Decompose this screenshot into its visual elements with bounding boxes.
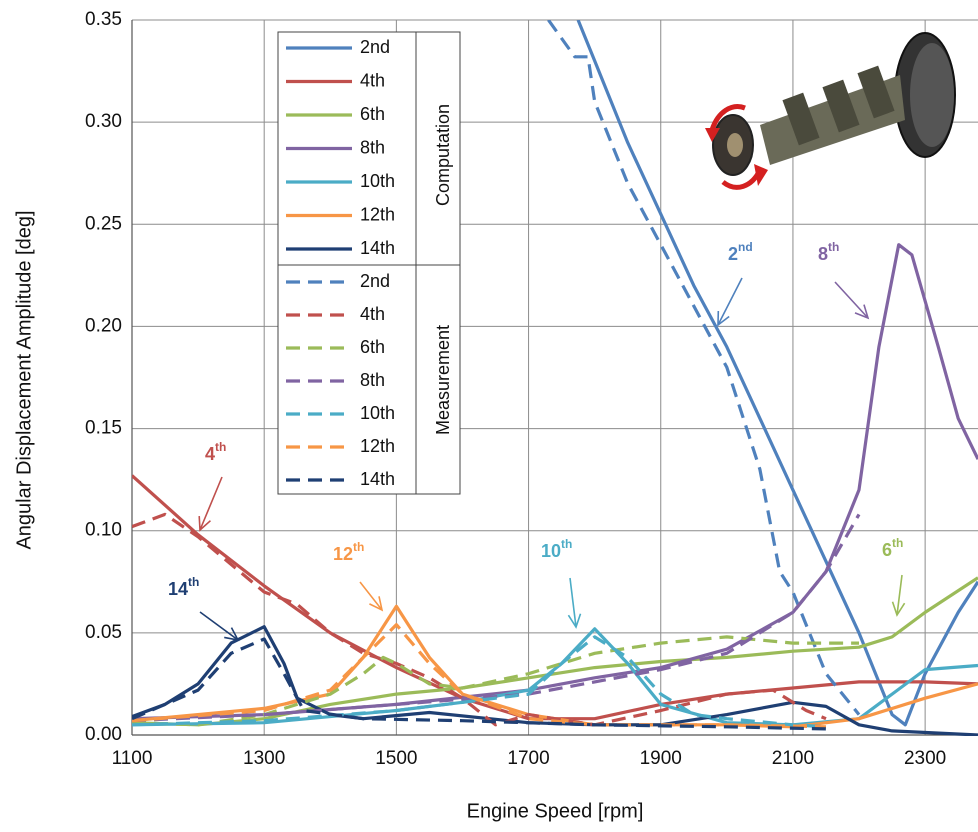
annotation-arrow [199,476,223,531]
series-line [132,635,859,727]
legend-group-label: Measurement [433,325,453,435]
annotation: 10th [541,537,572,561]
annotation: 6th [882,536,903,560]
legend-label: 14th [360,238,395,258]
annotation-arrowhead [198,515,211,532]
legend-label: 12th [360,204,395,224]
annotation-text: 12 [333,544,353,564]
legend-label: 10th [360,403,395,423]
y-axis-label: Angular Displacement Amplitude [deg] [13,210,35,549]
legend-label: 6th [360,104,385,124]
x-tick-label: 2100 [772,748,814,769]
annotation-sup: th [215,440,226,454]
annotation: 4th [205,440,226,464]
annotation-sup: th [561,537,572,551]
annotation-arrow [834,281,869,319]
annotation: 12th [333,540,364,564]
legend-items: 2nd 4th 6th 8th 10th 12th 14th 2nd 4th 6th 8th 10th… [286,37,395,489]
legend-label: 12th [360,436,395,456]
annotation-arrowhead [567,613,582,629]
legend-label: 8th [360,370,385,390]
annotation-text: 4 [205,444,215,464]
legend-label: 6th [360,337,385,357]
legend-label: 2nd [360,37,390,57]
annotation-sup: th [188,575,199,589]
y-tick-label: 0.30 [85,111,122,132]
series-line [132,625,978,736]
series-line [132,635,827,729]
annotation-text: 8 [818,244,828,264]
plot-lines [132,20,978,736]
x-tick-label: 1900 [640,748,682,769]
annotation-text: 2 [728,244,738,264]
x-tick-label: 1100 [112,748,153,769]
y-tick-label: 0.35 [85,9,122,30]
annotation: 8th [818,240,839,264]
legend-box [277,31,461,495]
annotation-text: 10 [541,541,561,561]
legend-label: 4th [360,304,385,324]
annotation-arrowhead [717,310,730,327]
annotation-arrowhead [854,304,870,320]
x-tick-label: 1300 [243,748,285,769]
annotation: 2nd [728,240,753,264]
series-line [132,576,978,727]
y-tick-label: 0.10 [85,520,122,541]
series-line [132,623,827,729]
y-tick-label: 0.25 [85,213,122,234]
legend-label: 14th [360,469,395,489]
x-axis-label: Engine Speed [rpm] [467,800,644,822]
x-tick-label: 2300 [904,748,946,769]
annotation-sup: nd [738,240,753,254]
annotation-sup: th [353,540,364,554]
y-tick-label: 0.20 [85,315,122,336]
crankshaft-illustration [705,32,956,190]
series-line [132,243,978,721]
annotation-arrowhead [369,596,384,612]
annotation-arrowhead [891,601,906,617]
y-tick-label: 0.15 [85,418,122,439]
legend-group-label: Computation [433,104,453,206]
legend-label: 4th [360,70,385,90]
annotation-arrow [569,577,577,628]
annotation-sup: th [828,240,839,254]
annotation-text: 14 [168,579,188,599]
annotation-arrow [717,277,743,326]
series-line [132,512,827,727]
annotation-arrowhead [224,627,240,642]
y-tick-label: 0.00 [85,724,122,745]
legend-label: 2nd [360,271,390,291]
annotation-sup: th [892,536,903,550]
annotation-text: 6 [882,540,892,560]
annotation-arrow [359,581,383,611]
x-tick-label: 1700 [507,748,549,769]
legend: Computation Measurement [277,31,461,495]
legend-label: 10th [360,171,395,191]
y-tick-label: 0.05 [85,622,122,643]
series-line [576,20,978,727]
series-line [132,513,861,723]
series-line [132,637,827,731]
annotation: 14th [168,575,199,599]
x-tick-label: 1500 [375,748,417,769]
legend-label: 8th [360,137,385,157]
annotation-arrow [199,611,239,641]
annotation-arrow [896,574,903,616]
